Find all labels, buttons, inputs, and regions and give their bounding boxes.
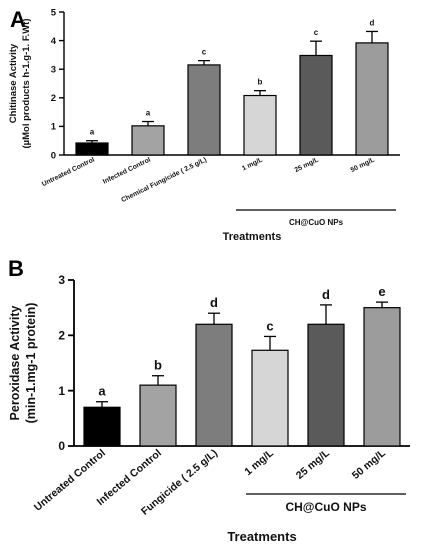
pa-category-label: 25 mg/L — [294, 157, 320, 175]
pb-category-label: 50 mg/L — [350, 447, 389, 482]
pa-significance-letter: a — [90, 128, 95, 137]
pb-bar — [363, 307, 401, 447]
pa-y-tick-label: 2 — [51, 93, 56, 104]
pa-bar — [355, 42, 389, 156]
pa-y-tick-label: 1 — [51, 122, 57, 133]
pb-panel-letter: B — [8, 256, 24, 281]
pb-y-tick-label: 1 — [58, 384, 65, 398]
pa-category-label: 1 mg/L — [241, 157, 264, 173]
pa-group-label: CH@CuO NPs — [289, 218, 344, 227]
pb-bar — [195, 323, 233, 447]
pa-significance-letter: a — [146, 109, 151, 118]
pb-y-tick-label: 3 — [58, 273, 65, 287]
pa-bar — [75, 142, 109, 156]
pb-significance-letter: c — [266, 318, 273, 333]
pa-y-tick-label: 3 — [51, 65, 56, 76]
pa-bar — [243, 94, 277, 156]
pa-y-tick-label: 4 — [51, 36, 57, 47]
pa-category-label: Untreated Control — [41, 156, 96, 188]
pb-bar — [139, 384, 177, 447]
pb-bar — [251, 349, 289, 447]
pb-category-label: Untreated Control — [32, 447, 108, 514]
pa-significance-letter: c — [202, 48, 207, 57]
pa-bar — [131, 125, 165, 156]
pa-significance-letter: c — [314, 28, 319, 37]
pa-panel-letter: A — [10, 7, 26, 32]
pb-group-label: CH@CuO NPs — [285, 500, 366, 514]
pa-category-label: 50 mg/L — [350, 157, 376, 175]
pa-x-axis-title: Treatments — [223, 231, 282, 243]
pb-category-label: 25 mg/L — [294, 447, 333, 482]
pb-significance-letter: b — [154, 358, 162, 373]
pa-significance-letter: b — [258, 78, 263, 87]
pb-y-tick-label: 0 — [58, 439, 65, 453]
pb-y-axis-title: Peroxidase Activity — [8, 306, 22, 421]
pb-y-tick-label: 2 — [58, 329, 65, 343]
pa-y-tick-label: 5 — [51, 7, 57, 18]
pa-bar — [187, 64, 221, 156]
pb-significance-letter: d — [322, 287, 330, 302]
pb-bar — [307, 323, 345, 447]
pb-bar — [83, 406, 121, 447]
pa-y-axis-title: Chitinase Activity — [8, 43, 19, 123]
pa-y-axis-title: (µMol products h-1.g-1. F.Wt) — [21, 18, 32, 148]
pb-significance-letter: a — [98, 384, 106, 399]
pb-y-axis-title: (min-1.mg-1 protein) — [24, 303, 38, 424]
pa-category-label: Infected Control — [102, 156, 152, 185]
pa-bar — [299, 54, 333, 156]
pb-x-axis-title: Treatments — [227, 529, 296, 544]
pb-significance-letter: d — [210, 295, 218, 310]
pb-category-label: 1 mg/L — [242, 447, 276, 478]
pa-significance-letter: d — [370, 18, 375, 27]
pb-significance-letter: e — [378, 284, 385, 299]
pa-y-tick-label: 0 — [51, 150, 56, 161]
